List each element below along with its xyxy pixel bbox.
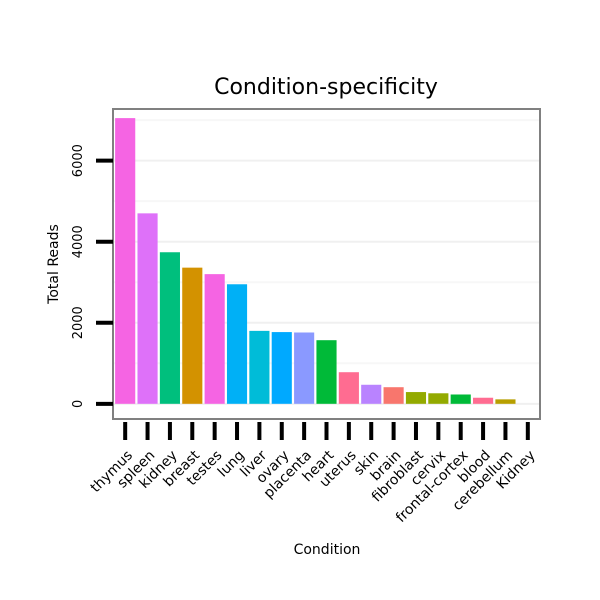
- bar-heart: [316, 340, 337, 404]
- bar-kidney: [159, 252, 180, 404]
- bar-placenta: [294, 332, 315, 404]
- bar-testes: [204, 274, 225, 404]
- chart-title: Condition-specificity: [214, 75, 438, 100]
- y-tick-label-0: 0: [71, 400, 86, 408]
- bar-brain: [383, 387, 404, 404]
- bar-uterus: [338, 372, 359, 404]
- bar-thymus: [115, 118, 136, 404]
- bar-blood: [473, 397, 494, 404]
- plot-panel-border: [112, 108, 541, 420]
- bar-ovary: [271, 332, 292, 404]
- bar-skin: [361, 384, 382, 404]
- bar-cervix: [428, 393, 449, 404]
- bar-liver: [249, 330, 270, 404]
- y-axis-ticks: 0 2000 4000 6000: [71, 144, 113, 408]
- bars: [115, 118, 516, 404]
- bar-cerebellum: [495, 399, 516, 404]
- y-tick-label-2000: 2000: [71, 306, 86, 339]
- y-tick-label-6000: 6000: [71, 144, 86, 177]
- bar-breast: [182, 267, 203, 404]
- bar-frontal-cortex: [450, 394, 471, 404]
- x-axis-label: Condition: [294, 542, 361, 558]
- y-tick-label-4000: 4000: [71, 225, 86, 258]
- y-axis-label: Total Reads: [46, 224, 62, 305]
- bar-lung: [226, 284, 248, 404]
- bar-spleen: [137, 213, 158, 404]
- bar-fibroblast: [405, 392, 427, 404]
